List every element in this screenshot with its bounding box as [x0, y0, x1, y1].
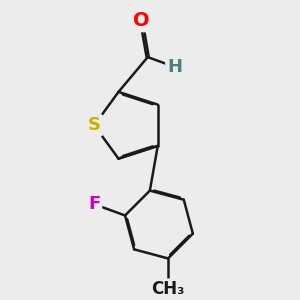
Text: O: O [133, 11, 150, 30]
Text: F: F [88, 195, 100, 213]
Text: CH₃: CH₃ [151, 280, 185, 298]
Text: H: H [167, 58, 182, 76]
Text: S: S [88, 116, 101, 134]
